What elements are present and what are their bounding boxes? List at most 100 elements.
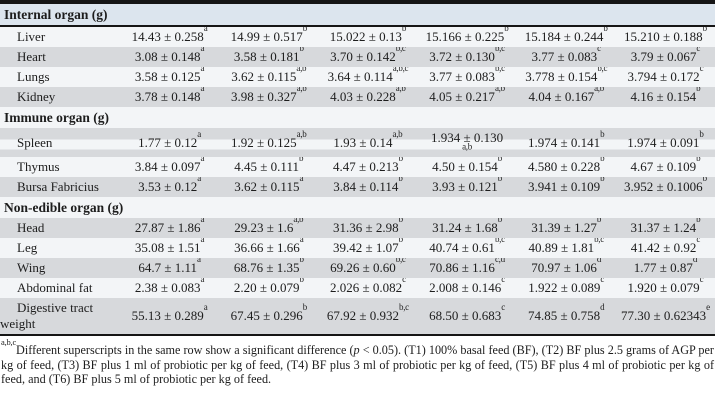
value-cell: 2.026 ± 0.082c: [318, 278, 417, 298]
value-cell: 2.008 ± 0.146c: [417, 278, 516, 298]
table-row: Head 27.87 ± 1.86a 29.23 ± 1.6a,b 31.36 ± 2…: [0, 218, 715, 238]
mean-sd-value: 70.97 ± 1.06: [531, 260, 597, 275]
table-row: Heart 3.08 ± 0.148a 3.58 ± 0.181b 3.70 ± 0.…: [0, 47, 715, 67]
value-cell: 4.47 ± 0.213b: [318, 157, 417, 177]
significance-superscript: c: [597, 47, 601, 54]
mean-sd-value: 2.20 ± 0.079: [233, 280, 300, 295]
mean-sd-value: 67.92 ± 0.932: [326, 308, 400, 323]
significance-superscript: a,b: [296, 128, 307, 139]
significance-superscript: b: [600, 157, 605, 164]
mean-sd-value: 3.62 ± 0.115: [231, 69, 297, 84]
value-cell: 3.778 ± 0.154b,c: [517, 67, 616, 87]
value-cell: 3.941 ± 0.109b: [517, 177, 616, 197]
table-row: Digestive tract weight 55.13 ± 0.289a 67.4…: [0, 298, 715, 335]
significance-superscript: a,b,c: [392, 67, 409, 74]
mean-sd-value: 31.39 ± 1.27: [531, 220, 597, 235]
value-cell: 1.934 ± 0.130 a,b: [417, 128, 516, 157]
significance-superscript: b: [603, 26, 608, 34]
mean-sd-value: 55.13 ± 0.289: [131, 308, 204, 323]
significance-superscript: a,b: [293, 218, 304, 225]
significance-superscript: a,b: [296, 87, 307, 94]
value-cell: 1.92 ± 0.125a,b: [219, 128, 318, 157]
value-cell: 1.974 ± 0.141b: [517, 128, 616, 157]
significance-superscript: d: [596, 258, 602, 265]
value-cell: 3.794 ± 0.172c: [616, 67, 715, 87]
mean-sd-value: 31.37 ± 1.24: [630, 220, 697, 235]
value-cell: 3.62 ± 0.115a,b: [219, 67, 318, 87]
significance-superscript: b: [398, 218, 404, 225]
mean-sd-value: 1.920 ± 0.079: [627, 280, 700, 295]
value-cell: 3.93 ± 0.121b: [417, 177, 516, 197]
value-cell: 1.77 ± 0.12a: [120, 128, 219, 157]
value-cell: 1.93 ± 0.14a,b: [318, 128, 417, 157]
value-cell: 31.39 ± 1.27b: [517, 218, 616, 238]
significance-superscript: b,c: [594, 238, 604, 245]
significance-superscript: a: [200, 67, 205, 74]
mean-sd-value: 1.93 ± 0.14: [333, 134, 393, 150]
significance-superscript: b: [600, 128, 605, 139]
table-row: Spleen 1.77 ± 0.12a 1.92 ± 0.125a,b 1.93 ± …: [0, 128, 715, 157]
mean-sd-value: 3.58 ± 0.181: [233, 49, 300, 64]
mean-sd-value: 74.85 ± 0.758: [528, 308, 601, 323]
significance-superscript: a: [299, 177, 304, 184]
mean-sd-value: 15.022 ± 0.13: [329, 29, 402, 44]
significance-superscript: b,c: [395, 47, 406, 54]
row-label: Thymus: [17, 159, 60, 174]
significance-superscript: b: [699, 128, 704, 139]
significance-superscript: b: [299, 278, 304, 285]
mean-sd-value: 3.77 ± 0.083: [531, 49, 598, 64]
mean-sd-value: 3.78 ± 0.148: [134, 89, 201, 104]
significance-superscript: a: [200, 47, 205, 54]
mean-sd-value: 3.84 ± 0.114: [333, 179, 399, 194]
mean-sd-value: 15.210 ± 0.188: [623, 29, 703, 44]
significance-superscript: a: [197, 258, 201, 265]
value-cell: 1.77 ± 0.87d: [616, 258, 715, 278]
mean-sd-value: 3.53 ± 0.12: [138, 179, 198, 194]
mean-sd-value: 2.026 ± 0.082: [329, 280, 403, 295]
significance-superscript: c: [696, 47, 701, 54]
table-row: Leg 35.08 ± 1.51a 36.66 ± 1.66a 39.42 ± 1.0…: [0, 238, 715, 258]
row-label: Lungs: [17, 69, 50, 84]
mean-sd-value: 2.38 ± 0.083: [134, 280, 201, 295]
row-label: Wing: [17, 260, 46, 275]
mean-sd-value: 4.47 ± 0.213: [332, 159, 399, 174]
row-label: Kidney: [17, 89, 56, 104]
table-row: Thymus 3.84 ± 0.097a 4.45 ± 0.111b 4.47 ± 0…: [0, 157, 715, 177]
row-label: Liver: [17, 29, 46, 44]
significance-superscript: b: [504, 26, 509, 34]
table-row: Lungs 3.58 ± 0.125a 3.62 ± 0.115a,b 3.64 ± …: [0, 67, 715, 87]
section-header-row: Non-edible organ (g): [0, 197, 715, 218]
significance-superscript: b: [401, 26, 407, 34]
mean-sd-value: 3.70 ± 0.142: [330, 49, 396, 64]
mean-sd-value: 1.922 ± 0.089: [528, 280, 601, 295]
value-cell: 4.580 ± 0.228b: [517, 157, 616, 177]
table-row: Kidney 3.78 ± 0.148a 3.98 ± 0.327a,b 4.03 ±…: [0, 87, 715, 107]
value-cell: 4.04 ± 0.167a,b: [517, 87, 616, 107]
significance-superscript: b,c: [494, 238, 505, 245]
value-cell: 39.42 ± 1.07b: [318, 238, 417, 258]
footnote-text: Different superscripts in the same row s…: [16, 343, 354, 357]
mean-sd-value: 3.778 ± 0.154: [525, 69, 598, 84]
mean-sd-value: 41.42 ± 0.92: [630, 240, 697, 255]
significance-superscript: a,b: [462, 141, 472, 152]
significance-superscript: a: [200, 278, 205, 285]
significance-superscript: c: [696, 238, 701, 245]
significance-superscript: b: [299, 47, 304, 54]
significance-superscript: c: [699, 67, 704, 74]
significance-superscript: b: [497, 157, 503, 164]
significance-superscript: b: [702, 177, 708, 184]
value-cell: 14.99 ± 0.517b: [219, 26, 318, 47]
significance-superscript: b,c: [494, 47, 505, 54]
footnote-text-continued: < 0.05). (T1) 100% basal feed (BF), (T2)…: [1, 343, 714, 387]
value-cell: 3.952 ± 0.1006b: [616, 177, 715, 197]
significance-superscript: b: [302, 26, 308, 34]
significance-superscript: b: [497, 177, 503, 184]
mean-sd-value: 27.87 ± 1.86: [134, 220, 201, 235]
value-cell: 36.66 ± 1.66a: [219, 238, 318, 258]
value-cell: 31.37 ± 1.24b: [616, 218, 715, 238]
significance-superscript: b: [702, 26, 708, 34]
value-cell: 31.24 ± 1.68b: [417, 218, 516, 238]
significance-superscript: b: [302, 302, 308, 313]
mean-sd-value: 3.794 ± 0.172: [627, 69, 700, 84]
significance-superscript: a: [203, 302, 208, 313]
